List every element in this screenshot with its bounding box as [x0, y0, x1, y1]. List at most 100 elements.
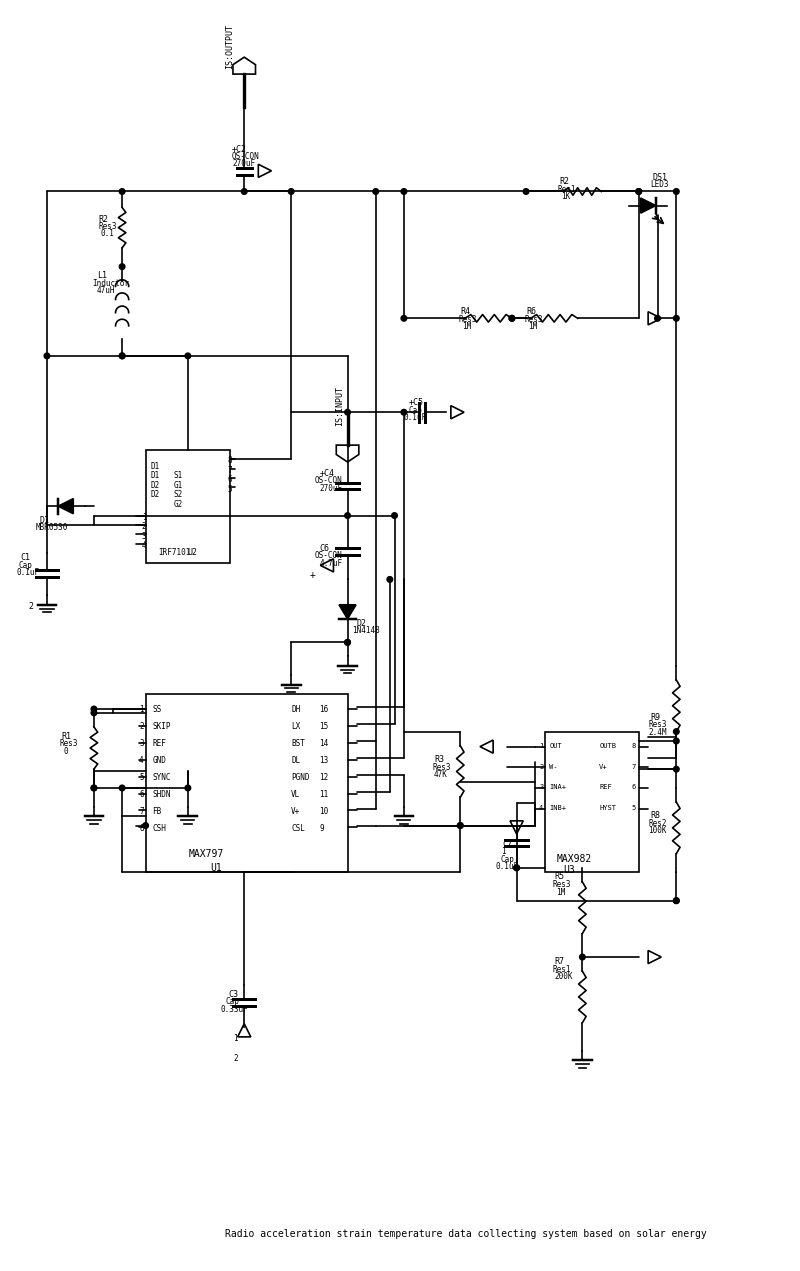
Polygon shape	[58, 498, 74, 513]
Circle shape	[458, 822, 463, 829]
Text: 3: 3	[539, 784, 543, 791]
Text: 0.1uF: 0.1uF	[404, 413, 427, 422]
Text: 8: 8	[139, 824, 144, 833]
Circle shape	[523, 188, 529, 194]
Text: R3: R3	[434, 755, 444, 764]
Text: 6: 6	[139, 789, 144, 799]
Text: Res3: Res3	[458, 314, 477, 324]
Text: R1: R1	[61, 732, 71, 741]
Text: D1: D1	[39, 516, 50, 525]
Text: 11: 11	[319, 789, 329, 799]
Text: Res3: Res3	[524, 314, 542, 324]
Text: Cap: Cap	[501, 854, 514, 864]
Circle shape	[674, 188, 679, 194]
Circle shape	[674, 897, 679, 904]
Circle shape	[579, 955, 585, 960]
Text: 1K: 1K	[561, 192, 570, 201]
Text: C3: C3	[228, 990, 238, 999]
Text: 1: 1	[233, 1035, 238, 1043]
Text: 2: 2	[233, 1054, 238, 1063]
Circle shape	[288, 188, 294, 194]
Text: Res3: Res3	[59, 740, 78, 749]
Text: +: +	[310, 569, 316, 580]
Circle shape	[401, 315, 406, 322]
Text: REF: REF	[152, 740, 166, 749]
Text: R2: R2	[559, 178, 569, 187]
Text: BST: BST	[291, 740, 305, 749]
Circle shape	[44, 353, 50, 358]
Circle shape	[509, 315, 514, 322]
Text: IS:INPUT: IS:INPUT	[335, 386, 345, 426]
Text: PGND: PGND	[291, 773, 310, 782]
Circle shape	[636, 188, 642, 194]
Text: Cap: Cap	[409, 405, 422, 414]
Text: Res1: Res1	[557, 184, 575, 194]
Text: 1: 1	[139, 705, 144, 714]
Text: GND: GND	[152, 756, 166, 765]
Text: D2: D2	[357, 619, 367, 628]
Text: R2: R2	[98, 215, 109, 224]
Text: R7: R7	[554, 957, 564, 966]
Text: Radio acceleration strain temperature data collecting system based on solar ener: Radio acceleration strain temperature da…	[226, 1229, 707, 1239]
Text: 0.33uF: 0.33uF	[221, 1005, 249, 1014]
Text: 2: 2	[139, 722, 144, 731]
Bar	[146, 694, 347, 872]
Text: 6: 6	[227, 475, 232, 484]
Text: DH: DH	[291, 705, 301, 714]
Text: OS-CON: OS-CON	[314, 477, 342, 486]
Text: DS1: DS1	[653, 173, 668, 182]
Circle shape	[345, 512, 350, 519]
Circle shape	[142, 822, 149, 829]
Text: D1: D1	[150, 463, 159, 472]
Circle shape	[514, 866, 519, 871]
Circle shape	[119, 264, 125, 269]
Text: Cap: Cap	[226, 998, 239, 1007]
Text: 1M: 1M	[462, 322, 471, 330]
Text: Cap: Cap	[18, 561, 33, 569]
Circle shape	[401, 188, 406, 194]
Circle shape	[345, 639, 350, 646]
Polygon shape	[641, 198, 656, 214]
Circle shape	[674, 315, 679, 322]
Text: U3: U3	[563, 866, 575, 874]
Text: C1: C1	[21, 553, 30, 562]
Text: V+: V+	[291, 807, 301, 816]
Text: OUTB: OUTB	[599, 742, 616, 749]
Text: U2: U2	[188, 548, 198, 558]
Text: OS-CON: OS-CON	[232, 153, 260, 161]
Text: 1: 1	[501, 848, 506, 857]
Text: V+: V+	[599, 764, 608, 769]
Text: HYST: HYST	[599, 805, 616, 811]
Text: 1M: 1M	[528, 322, 537, 330]
Circle shape	[674, 897, 679, 904]
Polygon shape	[339, 605, 356, 619]
Text: 7: 7	[227, 465, 232, 475]
Circle shape	[514, 866, 519, 871]
Text: U1: U1	[210, 863, 222, 873]
Circle shape	[185, 785, 190, 791]
Text: OUT: OUT	[550, 742, 562, 749]
Text: 6: 6	[631, 784, 635, 791]
Text: R4: R4	[460, 308, 470, 316]
Text: D1: D1	[150, 472, 159, 480]
Text: 15: 15	[319, 722, 329, 731]
Circle shape	[119, 353, 125, 358]
Text: INA+: INA+	[550, 784, 566, 791]
Text: S1: S1	[174, 472, 183, 480]
Text: Inductor: Inductor	[92, 278, 129, 287]
Circle shape	[345, 639, 350, 646]
Text: R6: R6	[526, 308, 536, 316]
Text: REF: REF	[599, 784, 612, 791]
Circle shape	[119, 353, 125, 358]
Text: Res3: Res3	[98, 222, 117, 231]
Circle shape	[119, 188, 125, 194]
Text: W-: W-	[550, 764, 558, 769]
Circle shape	[91, 707, 97, 712]
Text: IRF7101: IRF7101	[158, 548, 190, 558]
Text: SS: SS	[152, 705, 162, 714]
Text: C6: C6	[319, 544, 330, 553]
Text: 4: 4	[539, 805, 543, 811]
Text: 13: 13	[319, 756, 329, 765]
Text: 5: 5	[227, 484, 232, 493]
Circle shape	[509, 315, 514, 322]
